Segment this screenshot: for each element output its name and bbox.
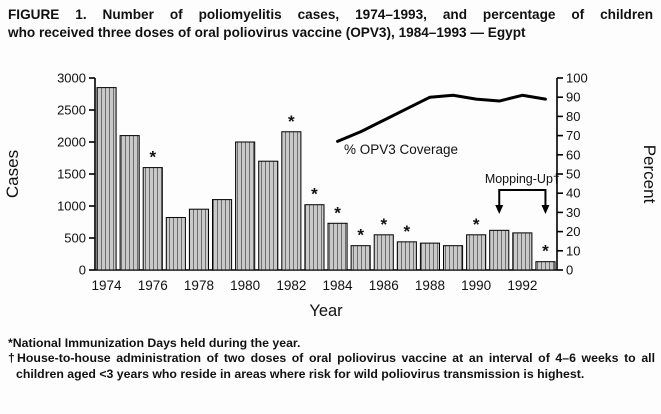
nid-asterisk-1993: * [542,242,549,261]
right-axis-title: Percent [640,145,659,204]
bar-1987 [396,241,417,271]
bar-1981 [258,160,279,271]
left-axis-title: Cases [3,150,22,198]
left-tick-label: 3000 [57,71,86,86]
nid-asterisk-1982: * [288,112,295,131]
right-tick-label: 40 [566,186,580,201]
right-tick-label: 10 [566,243,580,258]
nid-asterisk-1987: * [404,222,411,241]
bar-1990 [466,234,487,271]
figure-title-line1: FIGURE 1. Number of poliomyelitis cases,… [8,7,653,22]
mopping-up-label: Mopping-Up† [485,172,560,186]
right-tick-label: 80 [566,109,580,124]
x-tick-label-1992: 1992 [507,278,537,293]
nid-asterisk-1985: * [357,226,364,245]
right-tick-label: 60 [566,147,580,162]
x-tick-label-1980: 1980 [230,278,260,293]
footnote-mopping-up: †House-to-house administration of two do… [8,351,655,381]
mopping-up-bracket [498,189,547,206]
x-tick-label-1976: 1976 [138,278,168,293]
x-axis-title: Year [309,302,343,320]
mopping-up-arrowhead [541,205,550,214]
figure-title-line2: who received three doses of oral poliovi… [8,24,526,40]
x-tick-label-1982: 1982 [276,278,306,293]
bar-1983 [304,204,325,271]
left-tick-label: 2000 [57,135,86,150]
footnote-nid: *National Immunization Days held during … [8,336,301,350]
right-tick-label: 30 [566,205,580,220]
left-tick-label: 1500 [57,167,86,182]
bar-1976 [142,167,163,271]
opv3-line-label: % OPV3 Coverage [344,142,458,157]
bar-1979 [212,199,233,271]
right-tick-label: 0 [566,263,573,278]
bar-1985 [350,245,371,271]
nid-asterisk-1983: * [311,185,318,204]
left-tick-label: 500 [64,231,86,246]
right-tick-label: 90 [566,90,580,105]
bar-1982 [281,131,302,271]
right-tick-label: 50 [566,167,580,182]
bar-1977 [165,217,186,271]
right-tick-label: 100 [566,71,588,86]
nid-asterisk-1986: * [380,215,387,234]
left-tick-label: 1000 [57,199,86,214]
left-tick-label: 0 [79,263,86,278]
x-tick-label-1984: 1984 [323,278,354,293]
opv3-coverage-line [336,93,547,143]
right-tick-label: 20 [566,224,580,239]
mopping-up-arrowhead [495,205,504,214]
bar-1975 [119,135,140,271]
bar-1988 [419,242,440,271]
x-tick-label-1988: 1988 [415,278,445,293]
bar-1992 [512,232,533,271]
nid-asterisk-1976: * [149,148,156,167]
nid-asterisk-1984: * [334,203,341,222]
bar-1984 [327,222,348,271]
left-tick-label: 2500 [57,103,86,118]
x-tick-label-1978: 1978 [184,278,214,293]
x-tick-label-1990: 1990 [461,278,491,293]
bar-1993 [535,261,556,271]
bar-1991 [489,229,510,271]
chart-area: 0 500 1000 1500 2000 2500 3000 0 10 20 30 40 50 60 70 8… [0,50,661,335]
figure-title: FIGURE 1. Number of poliomyelitis cases,… [8,6,653,42]
cases-opv3-chart: 0 500 1000 1500 2000 2500 3000 0 10 20 30 40 50 60 70 8… [3,71,659,321]
bar-1974 [96,87,117,271]
bar-1980 [235,141,256,271]
x-tick-label-1974: 1974 [92,278,123,293]
nid-asterisk-1990: * [473,215,480,234]
right-tick-label: 70 [566,128,580,143]
bar-1989 [443,245,464,271]
x-tick-label-1986: 1986 [369,278,399,293]
bar-1986 [373,234,394,271]
bar-1978 [188,208,209,271]
footnotes: *National Immunization Days held during … [8,336,655,382]
